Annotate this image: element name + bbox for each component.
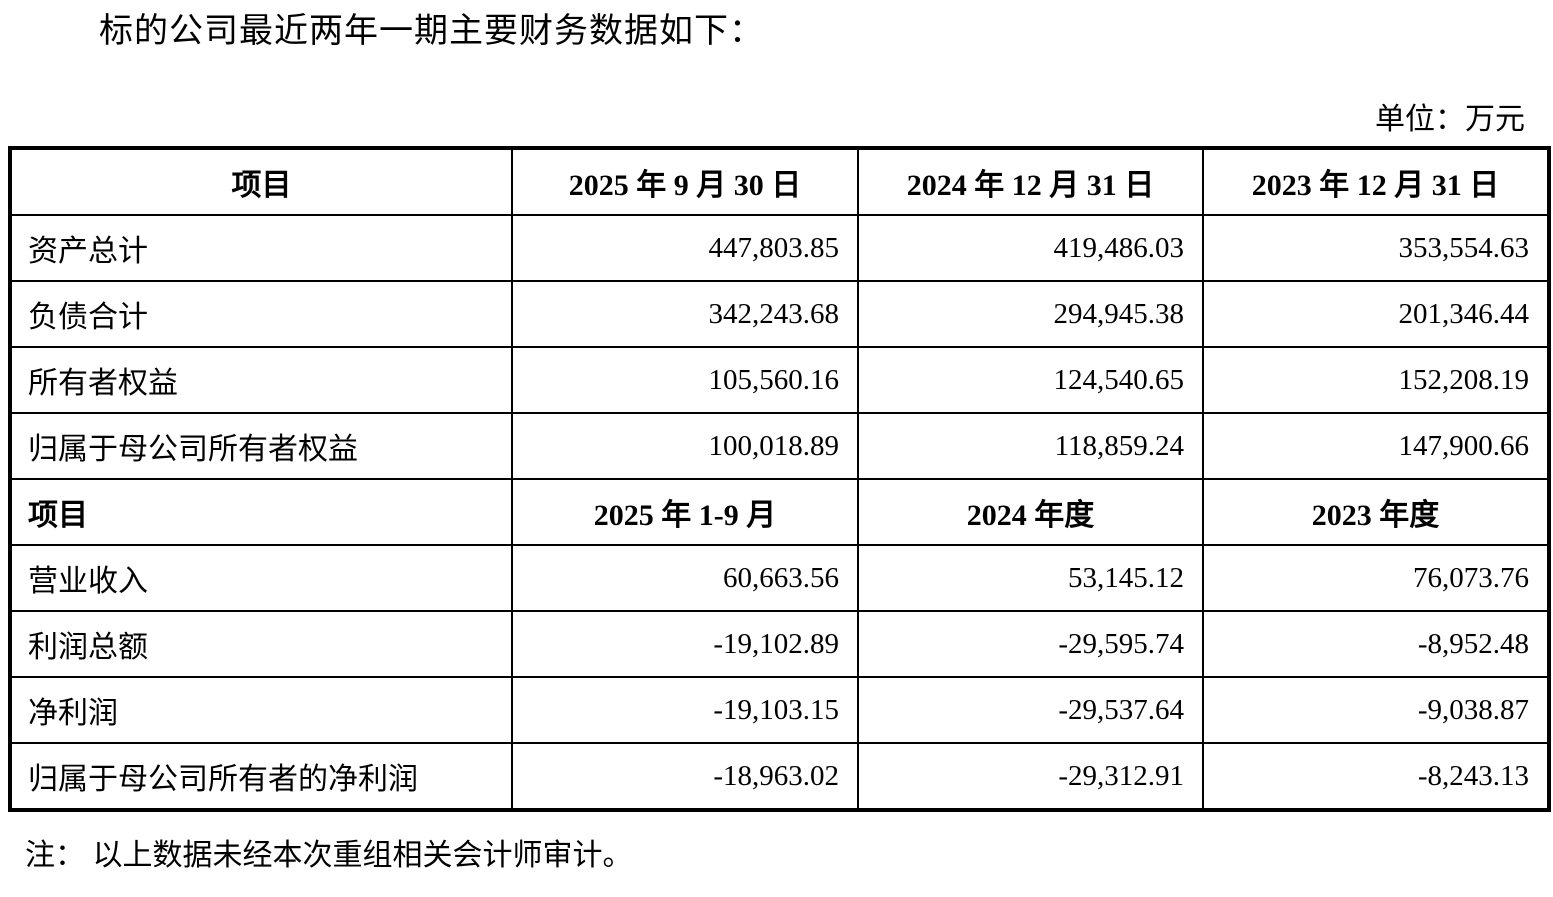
cell-value: 105,560.16 — [511, 346, 859, 414]
footnote: 注： 以上数据未经本次重组相关会计师审计。 — [25, 839, 633, 872]
cell-value: 447,803.85 — [511, 214, 859, 282]
table-row: 营业收入 60,663.56 53,145.12 76,073.76 — [9, 544, 1550, 612]
cell-value: 294,945.38 — [857, 280, 1204, 348]
table-header-row-section2: 项目 2025 年 1-9 月 2024 年度 2023 年度 — [9, 478, 1550, 546]
column-header: 2023 年 12 月 31 日 — [1202, 147, 1550, 216]
table-row: 资产总计 447,803.85 419,486.03 353,554.63 — [9, 214, 1550, 282]
cell-value: 53,145.12 — [857, 544, 1204, 612]
cell-value: 100,018.89 — [511, 412, 859, 480]
table-row: 净利润 -19,103.15 -29,537.64 -9,038.87 — [9, 676, 1550, 744]
row-label: 净利润 — [9, 676, 513, 744]
cell-value: 419,486.03 — [857, 214, 1204, 282]
row-label: 营业收入 — [9, 544, 513, 612]
table-header-row-section1: 项目 2025 年 9 月 30 日 2024 年 12 月 31 日 2023… — [9, 147, 1550, 216]
row-label: 负债合计 — [9, 280, 513, 348]
table-row: 利润总额 -19,102.89 -29,595.74 -8,952.48 — [9, 610, 1550, 678]
cell-value: 60,663.56 — [511, 544, 859, 612]
table-row: 所有者权益 105,560.16 124,540.65 152,208.19 — [9, 346, 1550, 414]
table-row: 归属于母公司所有者的净利润 -18,963.02 -29,312.91 -8,2… — [9, 742, 1550, 811]
cell-value: 353,554.63 — [1202, 214, 1550, 282]
cell-value: 152,208.19 — [1202, 346, 1550, 414]
column-header: 2024 年 12 月 31 日 — [857, 147, 1204, 216]
row-label: 所有者权益 — [9, 346, 513, 414]
table-row: 归属于母公司所有者权益 100,018.89 118,859.24 147,90… — [9, 412, 1550, 480]
cell-value: -9,038.87 — [1202, 676, 1550, 744]
column-header: 项目 — [9, 147, 513, 216]
row-label: 归属于母公司所有者权益 — [9, 412, 513, 480]
column-header: 2023 年度 — [1202, 478, 1550, 546]
cell-value: -8,243.13 — [1202, 742, 1550, 811]
cell-value: 124,540.65 — [857, 346, 1204, 414]
cell-value: -18,963.02 — [511, 742, 859, 811]
column-header: 2025 年 1-9 月 — [511, 478, 859, 546]
cell-value: -29,312.91 — [857, 742, 1204, 811]
cell-value: -19,102.89 — [511, 610, 859, 678]
row-label: 归属于母公司所有者的净利润 — [9, 742, 513, 811]
cell-value: -29,537.64 — [857, 676, 1204, 744]
unit-label: 单位：万元 — [1375, 103, 1525, 136]
column-header: 项目 — [9, 478, 513, 546]
row-label: 资产总计 — [9, 214, 513, 282]
cell-value: 201,346.44 — [1202, 280, 1550, 348]
cell-value: 342,243.68 — [511, 280, 859, 348]
financial-data-table: 项目 2025 年 9 月 30 日 2024 年 12 月 31 日 2023… — [8, 146, 1551, 812]
page-title: 标的公司最近两年一期主要财务数据如下： — [99, 13, 764, 50]
column-header: 2025 年 9 月 30 日 — [511, 147, 859, 216]
cell-value: 76,073.76 — [1202, 544, 1550, 612]
cell-value: 118,859.24 — [857, 412, 1204, 480]
cell-value: -29,595.74 — [857, 610, 1204, 678]
row-label: 利润总额 — [9, 610, 513, 678]
cell-value: -19,103.15 — [511, 676, 859, 744]
cell-value: 147,900.66 — [1202, 412, 1550, 480]
cell-value: -8,952.48 — [1202, 610, 1550, 678]
table-row: 负债合计 342,243.68 294,945.38 201,346.44 — [9, 280, 1550, 348]
column-header: 2024 年度 — [857, 478, 1204, 546]
